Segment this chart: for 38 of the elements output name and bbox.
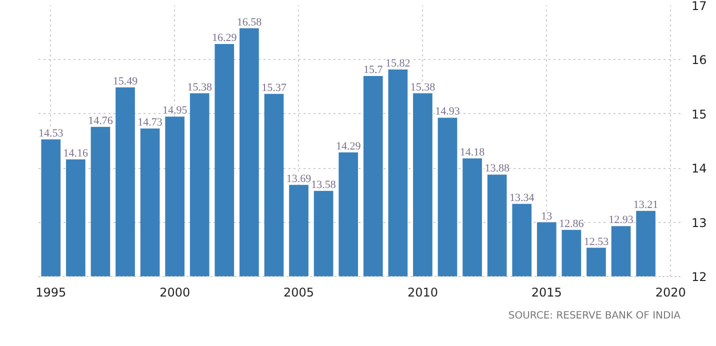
data-label: 13.34	[509, 192, 535, 204]
data-label: 13.88	[484, 162, 510, 175]
y-tick-label: 13	[692, 216, 707, 230]
y-tick-label: 16	[692, 53, 707, 68]
data-label: 13	[541, 210, 553, 222]
data-label: 14.18	[460, 146, 486, 158]
data-label: 15.82	[386, 57, 410, 70]
data-label: 15.7	[364, 64, 384, 76]
data-label: 14.29	[336, 140, 362, 152]
x-tick-label: 2010	[407, 286, 438, 300]
data-label: 15.49	[112, 75, 138, 88]
data-label: 16.29	[212, 32, 238, 44]
data-label: 14.53	[38, 127, 64, 140]
y-tick-label: 14	[692, 162, 707, 176]
data-label: 13.69	[286, 172, 312, 185]
y-tick-label: 15	[692, 107, 707, 122]
x-tick-label: 2000	[160, 286, 190, 300]
data-label: 16.58	[236, 16, 262, 28]
data-label: 15.38	[187, 81, 212, 94]
x-tick-label: 2020	[655, 286, 686, 300]
data-label: 13.58	[311, 178, 336, 191]
data-label: 12.93	[608, 214, 634, 226]
data-label: 15.37	[262, 82, 287, 94]
data-label: 15.38	[410, 81, 436, 94]
data-label: 14.73	[138, 116, 163, 129]
y-tick-label: 17	[692, 0, 707, 13]
data-label: 12.86	[559, 218, 584, 230]
data-label: 12.53	[584, 236, 610, 248]
data-label: 14.95	[162, 104, 188, 117]
x-tick-label: 1995	[36, 286, 66, 300]
data-label: 14.76	[88, 114, 114, 127]
data-label: 14.16	[63, 147, 89, 160]
source-note: SOURCE: RESERVE BANK OF INDIA	[508, 310, 681, 322]
y-tick-label: 12	[692, 270, 707, 284]
x-tick-label: 2005	[284, 286, 314, 300]
x-tick-label: 2015	[531, 286, 562, 300]
data-label: 13.21	[633, 198, 658, 211]
data-label: 14.93	[435, 106, 460, 118]
